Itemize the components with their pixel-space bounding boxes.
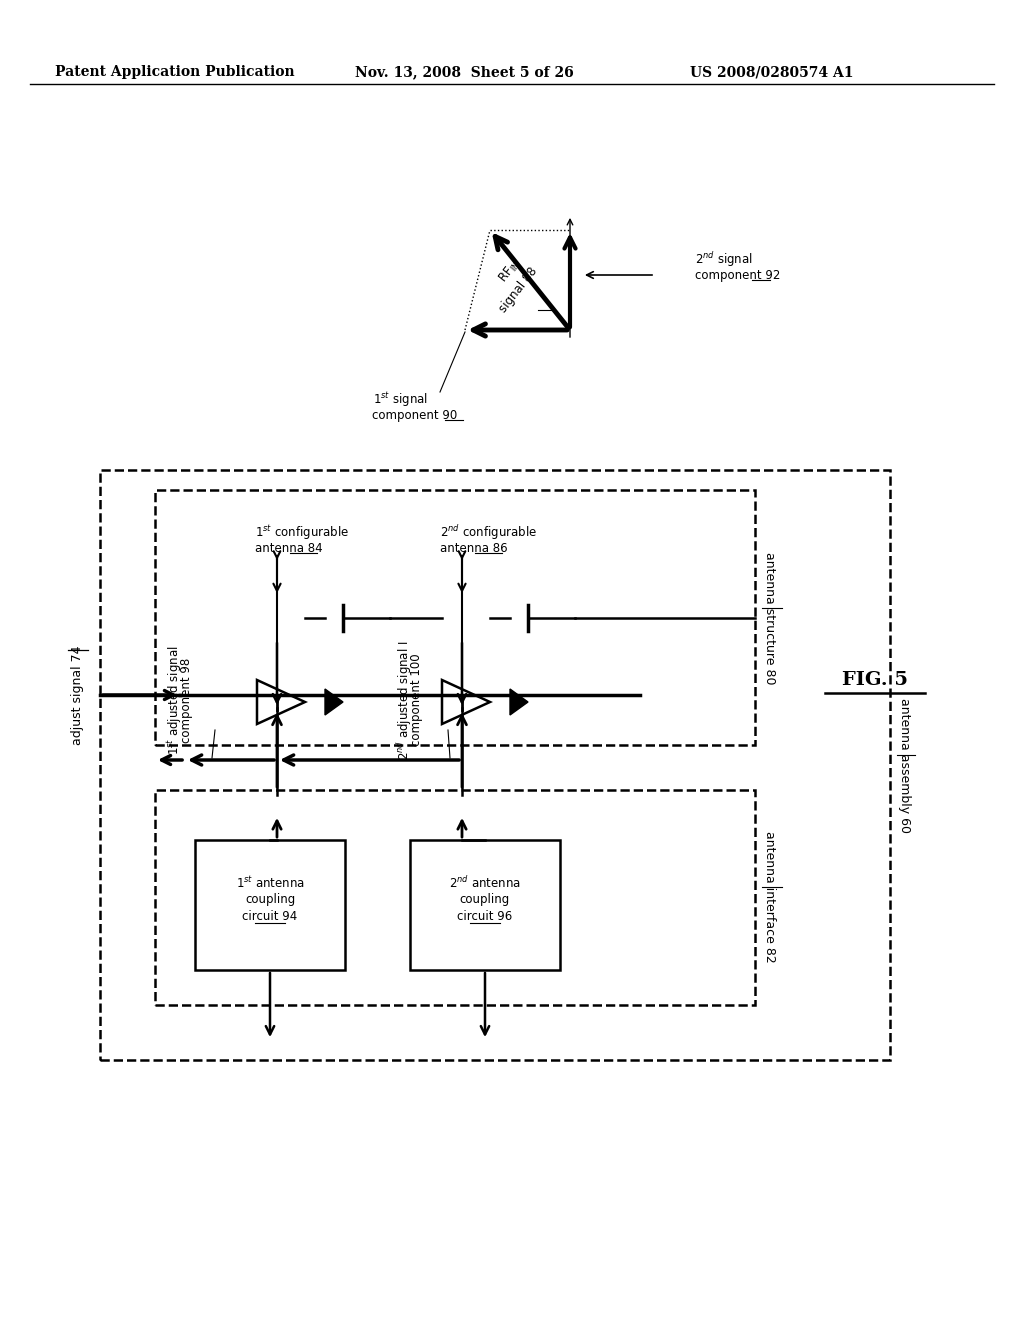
Text: RF$_\mathregular{IN}$: RF$_\mathregular{IN}$ <box>497 257 523 286</box>
Text: coupling: coupling <box>245 894 295 907</box>
Text: component 100: component 100 <box>410 653 423 746</box>
Text: antenna structure 80: antenna structure 80 <box>764 552 776 684</box>
Text: Nov. 13, 2008  Sheet 5 of 26: Nov. 13, 2008 Sheet 5 of 26 <box>355 65 573 79</box>
Polygon shape <box>325 689 343 715</box>
Text: antenna interface 82: antenna interface 82 <box>764 832 776 962</box>
Bar <box>410 840 560 970</box>
Text: 1$^{st}$ signal: 1$^{st}$ signal <box>373 391 427 409</box>
Text: 2$^{nd}$ adjusted signal I: 2$^{nd}$ adjusted signal I <box>395 640 414 760</box>
Text: 1$^{st}$ configurable: 1$^{st}$ configurable <box>255 524 349 543</box>
Polygon shape <box>510 689 528 715</box>
Bar <box>155 789 755 1005</box>
Text: adjust signal 74: adjust signal 74 <box>72 645 85 744</box>
Text: component 92: component 92 <box>695 268 780 281</box>
Text: coupling: coupling <box>460 894 510 907</box>
Bar <box>155 490 755 744</box>
Text: 2$^{nd}$ configurable: 2$^{nd}$ configurable <box>440 524 537 543</box>
Text: antenna 86: antenna 86 <box>440 541 508 554</box>
Text: 1$^{st}$ antenna: 1$^{st}$ antenna <box>236 875 304 891</box>
Text: circuit 94: circuit 94 <box>243 911 298 924</box>
Text: US 2008/0280574 A1: US 2008/0280574 A1 <box>690 65 853 79</box>
Text: component 98: component 98 <box>180 657 193 743</box>
Text: circuit 96: circuit 96 <box>458 911 513 924</box>
Text: 1$^{st}$ adjusted signal: 1$^{st}$ adjusted signal <box>165 645 183 755</box>
Text: antenna 84: antenna 84 <box>255 541 323 554</box>
Text: signal 88: signal 88 <box>497 265 540 315</box>
Text: component 90: component 90 <box>373 408 458 421</box>
Text: FIG. 5: FIG. 5 <box>842 671 908 689</box>
Text: antenna assembly 60: antenna assembly 60 <box>898 697 911 833</box>
Text: Patent Application Publication: Patent Application Publication <box>55 65 295 79</box>
Bar <box>195 840 345 970</box>
Text: 2$^{nd}$ signal: 2$^{nd}$ signal <box>695 251 753 269</box>
Text: 2$^{nd}$ antenna: 2$^{nd}$ antenna <box>450 875 521 891</box>
Bar <box>100 470 890 1060</box>
